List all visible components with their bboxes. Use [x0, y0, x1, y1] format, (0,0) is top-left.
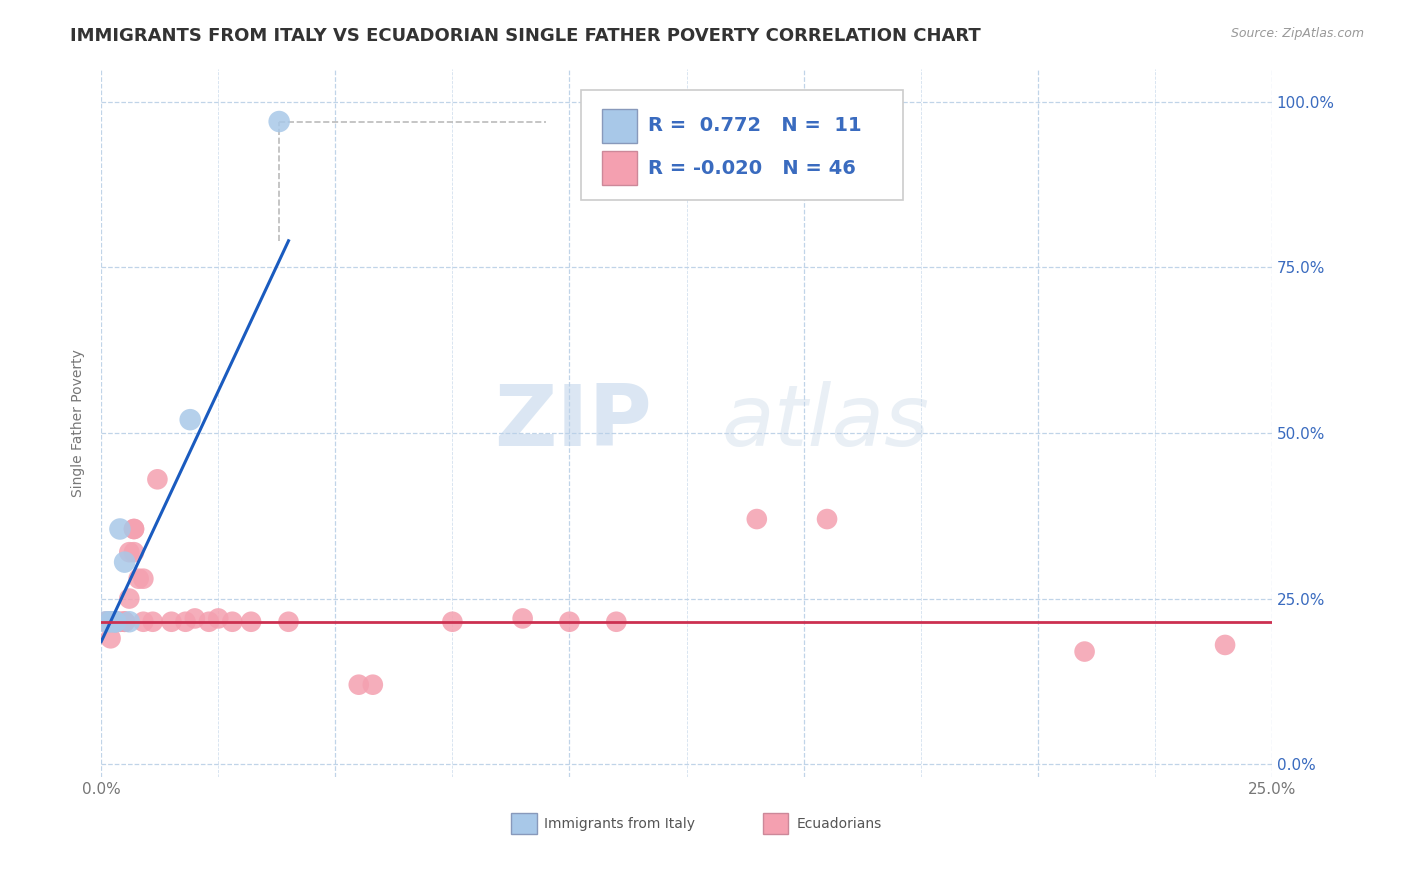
Bar	[602, 109, 637, 143]
Point	[118, 615, 141, 629]
Bar	[762, 813, 789, 834]
Text: Ecuadorians: Ecuadorians	[797, 816, 882, 830]
Point	[100, 615, 122, 629]
Point	[100, 615, 122, 629]
Point	[240, 615, 263, 629]
Point	[605, 615, 627, 629]
Text: atlas: atlas	[721, 382, 929, 465]
Point	[118, 545, 141, 559]
Point	[441, 615, 464, 629]
Point	[174, 615, 197, 629]
Point	[114, 555, 136, 569]
Point	[100, 615, 122, 629]
Point	[815, 512, 838, 526]
Bar	[602, 152, 637, 186]
Point	[104, 615, 127, 629]
Point	[94, 615, 117, 629]
Point	[94, 615, 117, 629]
Point	[512, 611, 534, 625]
Point	[160, 615, 183, 629]
Point	[122, 522, 145, 536]
Point	[745, 512, 768, 526]
Point	[114, 615, 136, 629]
Point	[277, 615, 299, 629]
Point	[104, 615, 127, 629]
Point	[207, 611, 229, 625]
Text: Immigrants from Italy: Immigrants from Italy	[544, 816, 695, 830]
Point	[108, 615, 131, 629]
Point	[104, 615, 127, 629]
Point	[347, 678, 370, 692]
Y-axis label: Single Father Poverty: Single Father Poverty	[72, 349, 86, 497]
Point	[142, 615, 165, 629]
Point	[100, 615, 122, 629]
Point	[100, 615, 122, 629]
Point	[221, 615, 243, 629]
Point	[184, 611, 207, 625]
Text: IMMIGRANTS FROM ITALY VS ECUADORIAN SINGLE FATHER POVERTY CORRELATION CHART: IMMIGRANTS FROM ITALY VS ECUADORIAN SING…	[70, 27, 981, 45]
Text: R = -0.020   N = 46: R = -0.020 N = 46	[648, 159, 856, 178]
Point	[104, 615, 127, 629]
Point	[108, 615, 131, 629]
Point	[1213, 638, 1236, 652]
Point	[114, 615, 136, 629]
Point	[198, 615, 221, 629]
Point	[108, 522, 131, 536]
Text: Source: ZipAtlas.com: Source: ZipAtlas.com	[1230, 27, 1364, 40]
Point	[1073, 644, 1095, 658]
Point	[269, 114, 291, 128]
Text: ZIP: ZIP	[494, 382, 651, 465]
Point	[104, 615, 127, 629]
Point	[100, 632, 122, 646]
Point	[361, 678, 384, 692]
Point	[146, 472, 169, 486]
Point	[118, 591, 141, 606]
Bar	[510, 813, 537, 834]
Point	[122, 522, 145, 536]
Point	[94, 615, 117, 629]
Point	[132, 572, 155, 586]
Text: R =  0.772   N =  11: R = 0.772 N = 11	[648, 117, 862, 136]
Point	[114, 615, 136, 629]
Point	[104, 615, 127, 629]
FancyBboxPatch shape	[581, 90, 903, 200]
Point	[104, 615, 127, 629]
Point	[104, 615, 127, 629]
Point	[179, 412, 201, 426]
Point	[100, 615, 122, 629]
Point	[128, 572, 150, 586]
Point	[114, 615, 136, 629]
Point	[558, 615, 581, 629]
Point	[122, 545, 145, 559]
Point	[132, 615, 155, 629]
